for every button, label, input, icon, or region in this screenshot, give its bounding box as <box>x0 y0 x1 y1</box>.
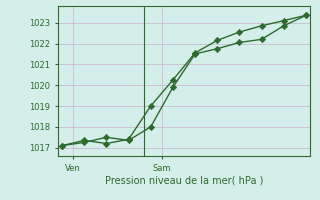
X-axis label: Pression niveau de la mer( hPa ): Pression niveau de la mer( hPa ) <box>105 175 263 185</box>
